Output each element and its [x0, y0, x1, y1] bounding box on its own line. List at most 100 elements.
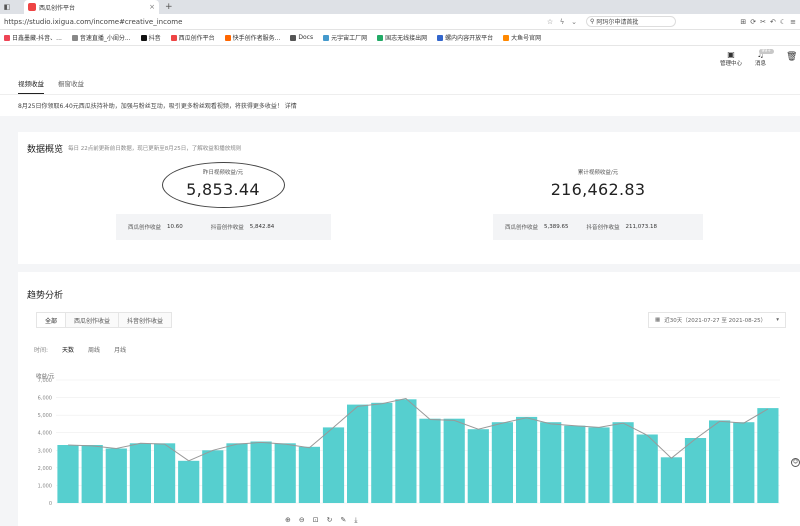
bookmark-label: 日鑫墨藏-抖音、... [12, 35, 62, 42]
bell-icon: ♫ [756, 50, 765, 59]
bookmark-item[interactable]: Docs [290, 34, 313, 41]
income-tabs: 视频收益 橱窗收益 [0, 72, 800, 94]
chart-bar[interactable] [322, 427, 345, 503]
rotate-icon[interactable]: ↻ [326, 516, 333, 524]
y-tick-label: 3,000 [38, 448, 52, 454]
new-tab-button[interactable]: + [165, 2, 173, 12]
bookmark-favicon-icon [290, 34, 297, 41]
chart-bar[interactable] [347, 404, 369, 503]
date-range-picker[interactable]: ▦ 近30天（2021-07-27 至 2021-08-25） ▾ [648, 312, 786, 328]
trend-title: 趋势分析 [27, 291, 64, 301]
chart-bar[interactable] [226, 443, 248, 503]
total-income-label: 累计视频收益/元 [577, 170, 619, 176]
grid-icon[interactable]: ⊞ [740, 17, 747, 26]
trend-tab-douyin[interactable]: 抖音创作收益 [127, 317, 164, 325]
chart-bar[interactable] [540, 422, 562, 503]
y-tick-label: 4,000 [38, 431, 52, 437]
bookmark-star-icon[interactable]: ☆ [546, 17, 554, 26]
time-option-week[interactable]: 周线 [88, 347, 101, 354]
bookmark-favicon-icon [140, 34, 147, 41]
dropdown-chevron-icon[interactable]: ⌄ [571, 17, 577, 26]
trend-tab-all[interactable]: 全部 [37, 313, 67, 327]
lightning-icon[interactable]: ϟ [559, 17, 565, 26]
tab-video-income[interactable]: 视频收益 [18, 72, 44, 94]
fit-icon[interactable]: ⊡ [312, 516, 319, 524]
time-granularity: 时间: 天数 周线 月线 [34, 345, 126, 354]
bookmark-item[interactable]: 快手创作者服务... [224, 33, 281, 42]
chart-bar[interactable] [733, 422, 755, 503]
chart-bar[interactable] [443, 418, 465, 503]
chart-bar[interactable] [709, 420, 731, 503]
bookmark-item[interactable]: 国志无线接出网 [377, 33, 427, 42]
bookmark-item[interactable]: 日鑫墨藏-抖音、... [4, 33, 62, 42]
chart-bar[interactable] [684, 438, 707, 503]
chart-bar[interactable] [57, 445, 79, 503]
sync-icon[interactable]: ⟳ [750, 17, 757, 26]
chevron-down-icon: ▾ [776, 317, 779, 323]
messages-label: 消息 [755, 61, 767, 67]
night-mode-icon[interactable]: ☾ [779, 17, 787, 26]
bookmark-favicon-icon [503, 34, 510, 41]
notice-banner: 8月25日你领取6.40元西瓜扶持补助，加强与粉丝互动，吸引更多粉丝观看视频，将… [0, 94, 800, 116]
chart-bar[interactable] [491, 422, 513, 503]
bookmark-favicon-icon [71, 34, 78, 41]
chart-bar[interactable] [395, 399, 417, 503]
edit-icon[interactable]: ✎ [340, 516, 347, 524]
chart-bar[interactable] [178, 460, 200, 503]
bookmark-item[interactable]: 元宇宙工厂网 [323, 33, 367, 42]
yesterday-income-value: 5,853.44 [186, 180, 260, 199]
chart-bar[interactable] [660, 457, 682, 503]
chart-bar[interactable] [467, 429, 489, 503]
undo-icon[interactable]: ↶ [769, 17, 776, 26]
chart-bar[interactable] [419, 418, 441, 503]
date-range-text: 近30天（2021-07-27 至 2021-08-25） [664, 318, 767, 324]
chart-bar[interactable] [612, 422, 634, 503]
tools-icon[interactable]: ✂ [760, 17, 766, 26]
trend-analysis-card: 趋势分析 全部 西瓜创作收益 抖音创作收益 ▦ 近30天（2021-07-27 … [18, 272, 800, 526]
chart-bar[interactable] [298, 446, 320, 503]
time-label: 时间: [34, 347, 49, 354]
chart-bar[interactable] [757, 408, 779, 503]
chart-bar[interactable] [371, 402, 393, 503]
y-tick-label: 2,000 [38, 466, 52, 472]
chart-bar[interactable] [516, 416, 538, 503]
address-bar: https://studio.ixigua.com/income#creativ… [0, 14, 800, 30]
url-field[interactable]: https://studio.ixigua.com/income#creativ… [4, 17, 183, 26]
chart-bar[interactable] [274, 443, 296, 503]
time-option-day[interactable]: 天数 [62, 347, 75, 354]
trash-icon[interactable]: 🗑 [786, 52, 798, 62]
download-icon[interactable]: ⤓ [354, 515, 358, 524]
bookmark-item[interactable]: 抖音 [140, 33, 161, 42]
creator-center-button[interactable]: ▣ 管理中心 [720, 50, 742, 67]
bookmark-item[interactable]: 大鱼号官网 [503, 33, 541, 42]
chart-bar[interactable] [250, 441, 272, 504]
chart-bar[interactable] [202, 450, 224, 503]
time-option-month[interactable]: 月线 [114, 347, 127, 354]
zoom-out-icon[interactable]: ⊖ [298, 516, 305, 524]
bookmark-label: Docs [298, 34, 314, 41]
chart-bar[interactable] [636, 434, 658, 504]
chart-bar[interactable] [129, 443, 151, 503]
chart-bar[interactable] [588, 427, 610, 503]
overview-subtitle: 每日 22点前更新前日数据，现已更新至8月25日，了解收益和播放规则 [68, 146, 242, 152]
chart-bar[interactable] [564, 425, 586, 503]
tab-list-icon[interactable]: ◧ [3, 3, 11, 11]
chart-bar[interactable] [81, 445, 103, 503]
menu-icon[interactable]: ≡ [790, 17, 796, 26]
trend-tab-xigua[interactable]: 西瓜创作收益 [66, 313, 120, 327]
tab-close-icon[interactable]: × [149, 3, 155, 11]
browser-tab[interactable]: 西瓜创作平台 × [24, 0, 159, 14]
bookmark-label: 抖音 [148, 35, 161, 42]
zoom-in-icon[interactable]: ⊕ [285, 516, 291, 524]
feedback-icon[interactable]: ☺ [791, 458, 800, 467]
chart-bar[interactable] [154, 443, 176, 503]
bookmark-item[interactable]: 西瓜创作平台 [170, 33, 215, 42]
bookmark-item[interactable]: 螺内内容开放平台 [437, 33, 493, 42]
bookmark-item[interactable]: 音速直播_小闺分... [71, 33, 131, 42]
browser-search-box[interactable]: ⚲ 阿玛尔申请首批 [586, 16, 676, 27]
bookmark-label: 快手创作者服务... [232, 35, 281, 42]
messages-button[interactable]: ♫ 消息 99+ [755, 49, 775, 67]
tab-window-income[interactable]: 橱窗收益 [58, 80, 84, 88]
chart-bar[interactable] [105, 448, 127, 504]
y-tick-label: 5,000 [38, 413, 52, 419]
